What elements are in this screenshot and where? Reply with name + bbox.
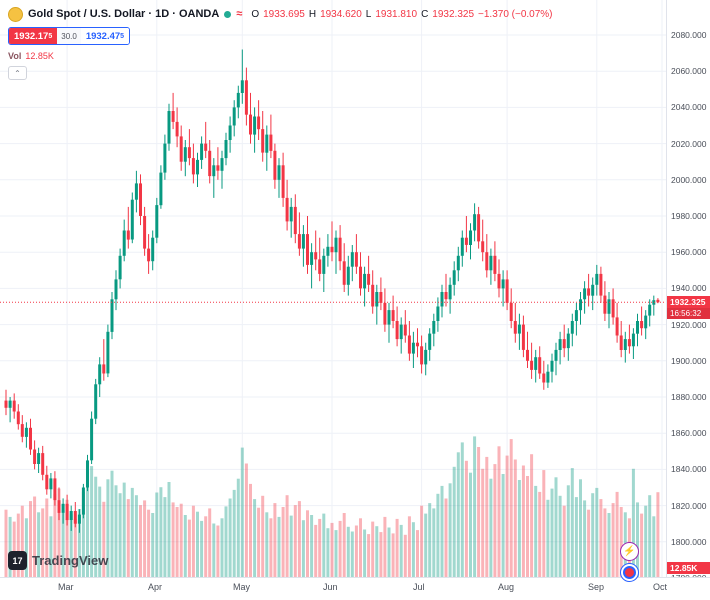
volume-legend: Vol 12.85K bbox=[8, 51, 553, 61]
time-axis[interactable]: Mar Apr May Jun Jul Aug Sep Oct bbox=[0, 577, 710, 600]
price-axis-label: 2040.000 bbox=[671, 102, 707, 112]
price-axis[interactable]: 1932.325 16:56:32 12.85K 2080.000 2060.00… bbox=[666, 0, 710, 583]
market-open-icon bbox=[224, 10, 232, 18]
price-axis-label: 2020.000 bbox=[671, 139, 707, 149]
time-axis-label: Oct bbox=[653, 582, 668, 592]
volume-label: Vol bbox=[8, 51, 22, 61]
low-value: 1931.810 bbox=[375, 8, 418, 20]
time-axis-label: Sep bbox=[588, 582, 605, 592]
tradingview-logo-text: TradingView bbox=[32, 553, 109, 568]
price-axis-label: 2000.000 bbox=[671, 175, 707, 185]
time-axis-label: May bbox=[233, 582, 251, 592]
symbol-title[interactable]: Gold Spot / U.S. Dollar · 1D · OANDA bbox=[28, 8, 220, 20]
sell-button[interactable]: 1932.17 5 bbox=[9, 28, 58, 44]
high-value: 1934.620 bbox=[320, 8, 362, 20]
price-axis-label: 1980.000 bbox=[671, 211, 707, 221]
spread-value: 30.0 bbox=[57, 28, 81, 44]
high-label: H bbox=[308, 8, 317, 20]
time-axis-label: Jun bbox=[323, 582, 338, 592]
price-axis-label: 2080.000 bbox=[671, 30, 707, 40]
time-axis-label: Apr bbox=[148, 582, 163, 592]
collapse-legend-button[interactable]: ⌃ bbox=[8, 66, 27, 80]
lightning-icon: ⚡ bbox=[623, 546, 636, 557]
tradingview-logo[interactable]: 17 TradingView bbox=[8, 551, 108, 570]
tradingview-logo-icon: 17 bbox=[8, 551, 27, 570]
price-axis-label: 1940.000 bbox=[671, 283, 707, 293]
change-value: −1.370 (−0.07%) bbox=[478, 8, 553, 20]
wave-indicator-icon: ≈ bbox=[236, 8, 243, 20]
time-axis-label: Aug bbox=[498, 582, 515, 592]
gold-instrument-icon bbox=[8, 6, 23, 22]
volume-value: 12.85K bbox=[25, 51, 54, 61]
buy-button[interactable]: 1932.47 5 bbox=[80, 28, 130, 44]
broker-button[interactable] bbox=[620, 563, 639, 582]
chart-legend: Gold Spot / U.S. Dollar · 1D · OANDA ≈ O… bbox=[8, 6, 553, 81]
price-axis-label: 1960.000 bbox=[671, 247, 707, 257]
price-axis-label: 1820.000 bbox=[671, 501, 707, 511]
ohlc-readout: O 1933.695 H 1934.620 L 1931.810 C 1932.325 … bbox=[251, 9, 552, 20]
volume-axis-badge: 12.85K bbox=[667, 562, 710, 574]
close-label: C bbox=[421, 8, 429, 20]
price-axis-label: 1920.000 bbox=[671, 320, 707, 330]
price-axis-label: 1860.000 bbox=[671, 428, 707, 438]
open-label: O bbox=[251, 8, 260, 20]
price-axis-label: 1880.000 bbox=[671, 392, 707, 402]
bar-countdown: 16:56:32 bbox=[667, 308, 710, 319]
low-label: L bbox=[365, 8, 372, 20]
close-value: 1932.325 bbox=[432, 8, 475, 20]
price-axis-label: 1900.000 bbox=[671, 356, 707, 366]
time-axis-label: Mar bbox=[58, 582, 74, 592]
open-value: 1933.695 bbox=[263, 8, 305, 20]
time-axis-label: Jul bbox=[413, 582, 425, 592]
price-axis-label: 1840.000 bbox=[671, 464, 707, 474]
buy-sell-widget: 1932.17 5 30.0 1932.47 5 bbox=[8, 27, 131, 45]
last-price-value: 1932.325 bbox=[667, 296, 710, 308]
price-axis-label: 1800.000 bbox=[671, 537, 707, 547]
price-axis-label: 2060.000 bbox=[671, 66, 707, 76]
candlestick-chart-canvas[interactable] bbox=[0, 0, 666, 577]
last-price-badge: 1932.325 16:56:32 bbox=[667, 296, 710, 319]
globe-icon bbox=[623, 566, 636, 579]
lightning-button[interactable]: ⚡ bbox=[620, 542, 639, 561]
